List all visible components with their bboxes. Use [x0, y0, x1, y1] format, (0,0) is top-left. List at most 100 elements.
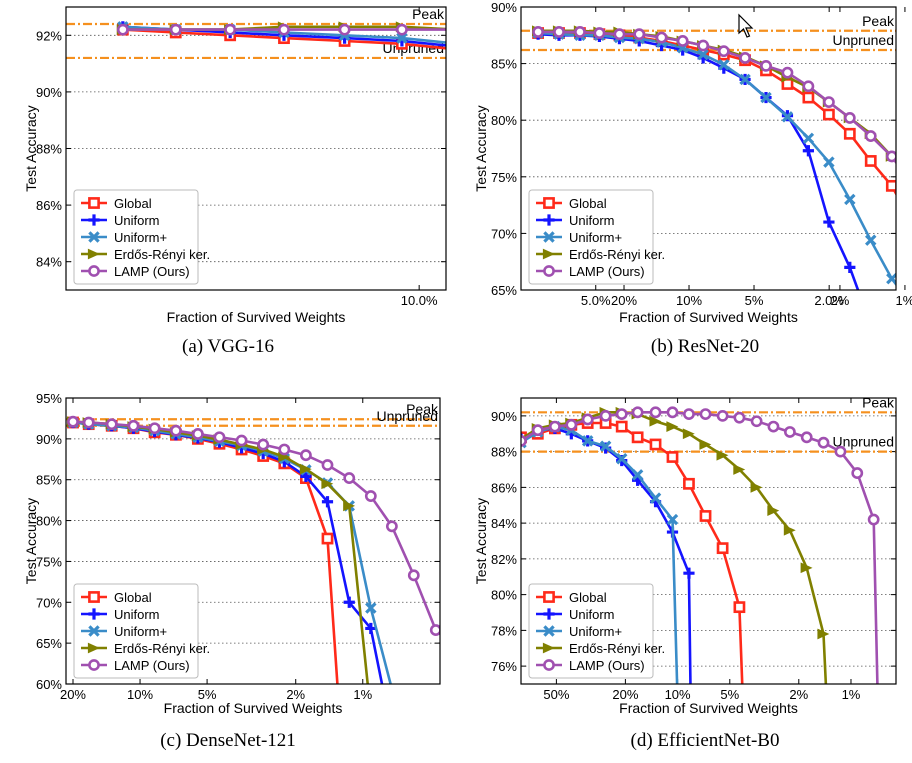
- data-point: [532, 26, 544, 38]
- legend-marker: [88, 214, 100, 226]
- data-point: [864, 130, 877, 142]
- legend-marker: [543, 608, 555, 620]
- y-tick-label: 65%: [36, 636, 62, 651]
- series-layer: [521, 406, 880, 684]
- data-point: [82, 416, 95, 429]
- y-tick-label: 78%: [491, 623, 517, 638]
- legend-label: Erdős-Rényi ker.: [569, 641, 665, 656]
- data-point: [908, 124, 912, 133]
- data-point: [599, 440, 612, 452]
- legend-marker: [543, 625, 555, 637]
- series-line-1: [122, 25, 446, 47]
- data-point: [453, 45, 462, 54]
- data-point: [567, 59, 576, 68]
- data-point: [750, 415, 763, 428]
- x-tick-label: 10%: [665, 687, 691, 702]
- legend-label: Uniform: [569, 607, 615, 622]
- data-point: [224, 23, 237, 36]
- data-point: [908, 48, 912, 57]
- data-point: [615, 453, 628, 465]
- data-point: [615, 408, 628, 420]
- reference-label: Peak: [412, 6, 445, 22]
- data-point: [170, 424, 182, 437]
- x-tick-label: 10%: [127, 687, 153, 702]
- x-tick-label: 2%: [831, 293, 850, 308]
- data-point: [649, 492, 662, 504]
- data-point: [683, 408, 695, 420]
- data-point: [681, 83, 692, 94]
- legend-marker: [543, 659, 555, 671]
- data-point: [781, 111, 794, 123]
- legend-marker: [543, 214, 555, 226]
- data-point: [364, 490, 377, 502]
- data-point: [396, 32, 408, 44]
- data-point: [817, 436, 830, 449]
- data-point: [908, 181, 912, 190]
- panel-caption: (d) EfficientNet-B0: [631, 730, 780, 751]
- x-tick-label: 5%: [720, 687, 739, 702]
- data-point: [800, 431, 813, 444]
- data-point: [633, 28, 646, 41]
- data-point: [396, 23, 408, 36]
- data-point: [717, 45, 730, 58]
- data-point: [733, 464, 746, 475]
- legend-marker: [87, 248, 100, 260]
- x-tick-label: 2%: [286, 687, 305, 702]
- legend-label: Uniform+: [569, 624, 622, 639]
- data-point: [823, 156, 835, 168]
- series-line-4: [122, 28, 446, 31]
- y-tick-label: 80%: [36, 514, 62, 529]
- data-point: [822, 96, 835, 108]
- data-point: [531, 424, 544, 437]
- data-point: [739, 107, 748, 116]
- data-point: [739, 36, 748, 45]
- legend-marker: [542, 248, 555, 260]
- data-point: [300, 470, 312, 483]
- data-point: [697, 48, 709, 61]
- data-point: [213, 431, 226, 444]
- panel-caption: (a) VGG-16: [182, 336, 274, 357]
- legend-marker: [543, 265, 555, 277]
- data-point: [676, 35, 689, 47]
- data-point: [452, 41, 463, 52]
- y-tick-label: 92%: [36, 28, 62, 43]
- y-tick-label: 75%: [36, 554, 62, 569]
- data-point: [299, 463, 312, 475]
- data-point: [851, 101, 860, 110]
- x-tick-label: 20%: [611, 293, 637, 308]
- data-point: [365, 602, 377, 614]
- series-line-2: [122, 25, 446, 44]
- data-point: [343, 596, 355, 608]
- data-point: [615, 420, 628, 433]
- y-tick-label: 88%: [36, 142, 62, 157]
- data-point: [885, 150, 896, 163]
- data-point: [116, 23, 129, 36]
- data-point: [343, 500, 356, 512]
- data-point: [739, 52, 751, 64]
- x-tick-label: 1%: [842, 687, 861, 702]
- y-tick-label: 70%: [36, 595, 62, 610]
- y-tick-label: 90%: [36, 85, 62, 100]
- data-point: [623, 64, 634, 75]
- legend-marker: [88, 625, 100, 637]
- x-tick-label: 10%: [676, 293, 702, 308]
- plot-frame: [520, 397, 897, 685]
- data-point: [885, 179, 896, 192]
- data-point: [666, 513, 679, 526]
- series-layer: [531, 25, 912, 290]
- y-tick-label: 90%: [491, 0, 517, 15]
- y-tick-label: 85%: [491, 57, 517, 72]
- panel-1: 65% 70% 75% 80% 85% 90% 20% 10% 5% 2% 1% Peak Unprun…: [473, 0, 912, 357]
- reference-label: Unpruned: [833, 434, 895, 450]
- data-point: [631, 431, 644, 444]
- legend-label: Erdős-Rényi ker.: [114, 641, 210, 656]
- x-tick-label: 20%: [60, 687, 86, 702]
- legend-label: LAMP (Ours): [114, 264, 190, 279]
- y-axis-label: Test Accuracy: [23, 498, 39, 584]
- y-tick-label: 85%: [36, 473, 62, 488]
- data-point: [822, 108, 835, 121]
- data-point: [338, 23, 351, 36]
- data-point: [843, 112, 856, 124]
- data-point: [834, 445, 847, 458]
- data-point: [850, 51, 860, 60]
